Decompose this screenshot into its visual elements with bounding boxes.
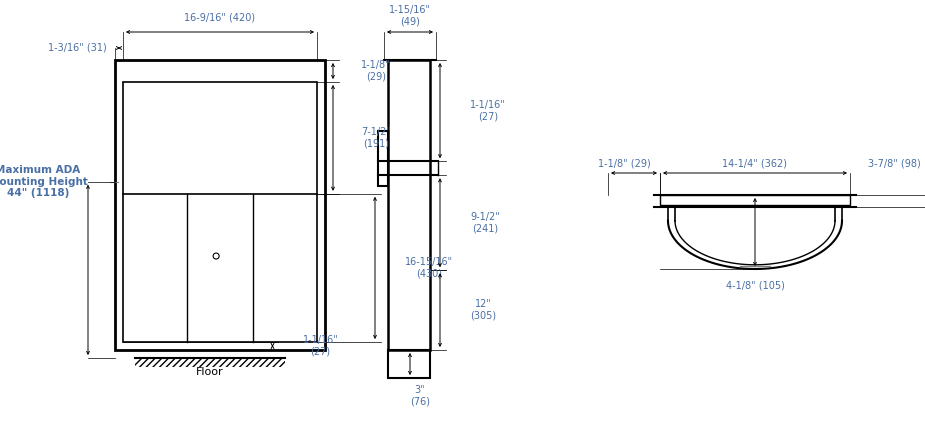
Text: 1-1/16"
(27): 1-1/16" (27) xyxy=(470,100,506,121)
Bar xyxy=(660,195,850,205)
Text: 1-15/16"
(49): 1-15/16" (49) xyxy=(389,5,431,27)
Bar xyxy=(115,60,325,350)
Text: 1-1/16"
(27): 1-1/16" (27) xyxy=(302,335,339,357)
Text: 1-1/8"
(29): 1-1/8" (29) xyxy=(361,60,390,82)
Text: 1-3/16" (31): 1-3/16" (31) xyxy=(48,43,107,53)
Bar xyxy=(388,350,430,378)
Bar xyxy=(388,60,430,350)
Text: 12"
(305): 12" (305) xyxy=(470,299,496,321)
Text: 4-1/8" (105): 4-1/8" (105) xyxy=(725,280,784,290)
Text: Maximum ADA
Mounting Height
44" (1118): Maximum ADA Mounting Height 44" (1118) xyxy=(0,165,88,198)
Text: Floor: Floor xyxy=(196,367,224,377)
Text: 3-7/8" (98): 3-7/8" (98) xyxy=(868,158,920,168)
Text: 16-15/16"
(430): 16-15/16" (430) xyxy=(405,257,453,279)
Bar xyxy=(123,82,317,342)
Text: 14-1/4" (362): 14-1/4" (362) xyxy=(722,158,787,168)
Text: 1-1/8" (29): 1-1/8" (29) xyxy=(598,158,650,168)
Bar xyxy=(135,358,285,367)
Text: 16-9/16" (420): 16-9/16" (420) xyxy=(184,13,255,23)
Text: 3"
(76): 3" (76) xyxy=(410,385,430,407)
Bar xyxy=(378,131,388,186)
Text: 7-1/2"
(191): 7-1/2" (191) xyxy=(361,127,391,149)
Text: 9-1/2"
(241): 9-1/2" (241) xyxy=(470,212,500,234)
